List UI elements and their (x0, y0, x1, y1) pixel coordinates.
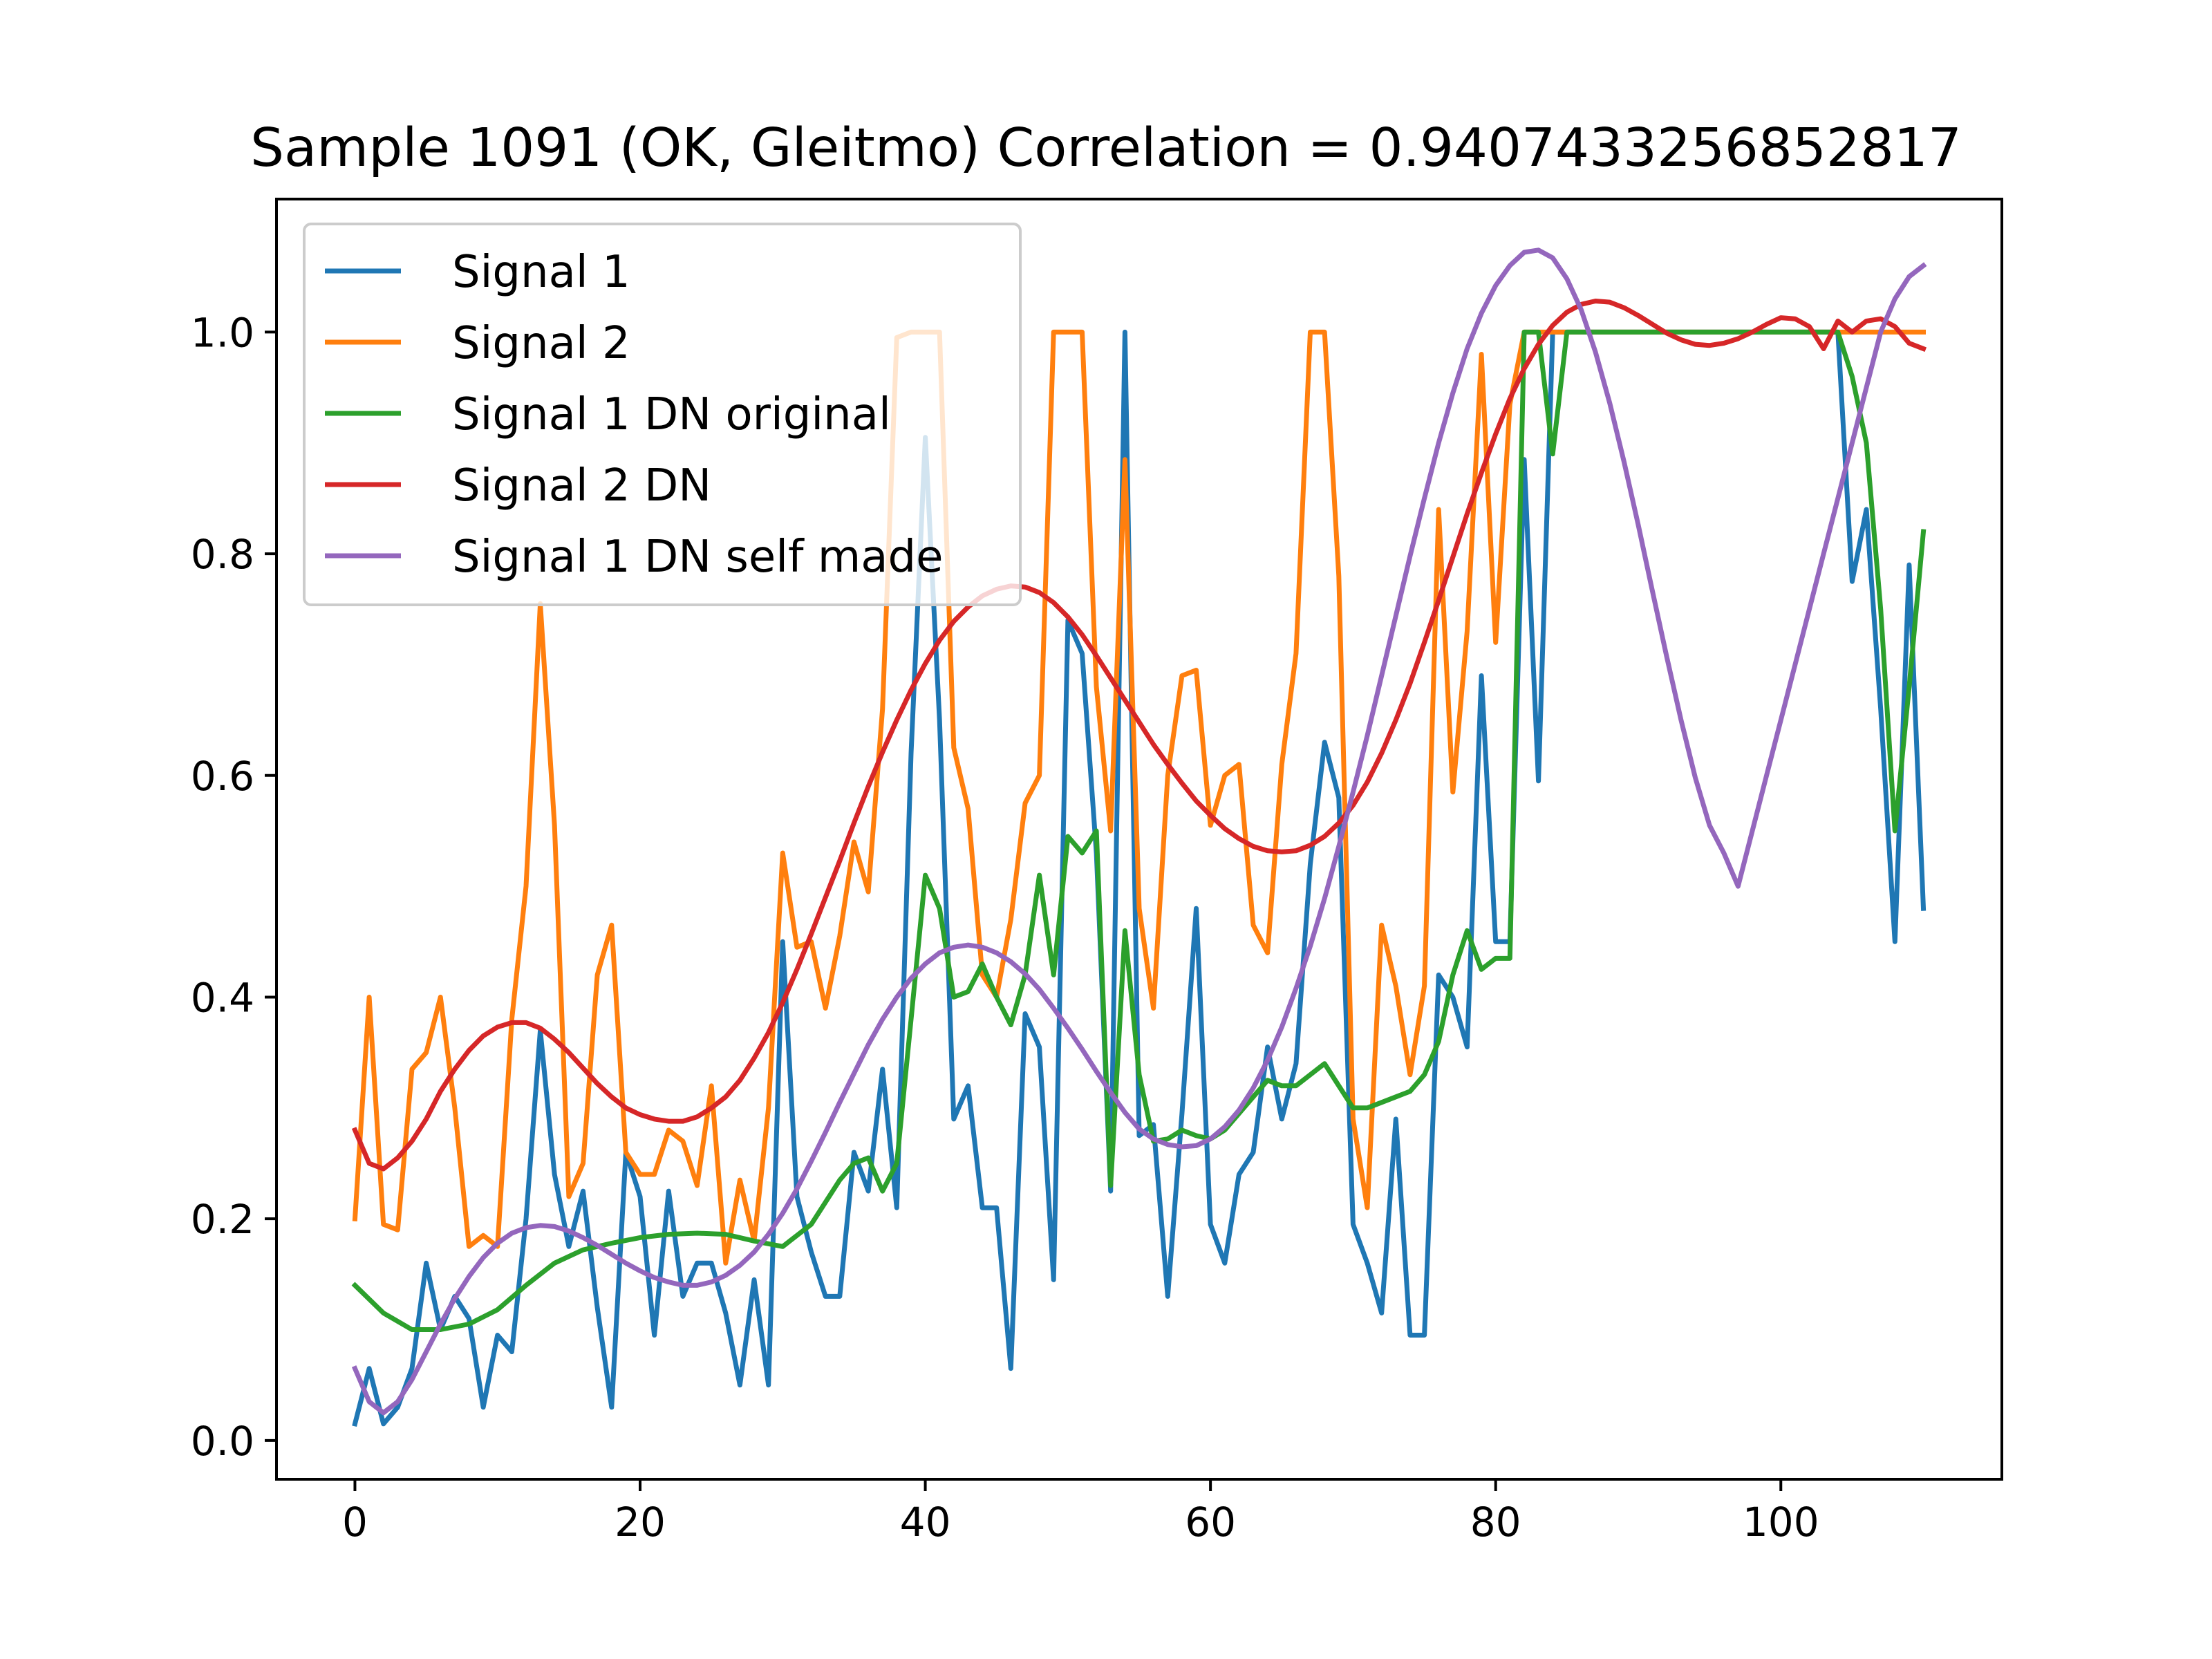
y-tick-label: 0.2 (191, 1196, 254, 1243)
x-tick-label: 40 (900, 1499, 951, 1546)
series-line-5 (351, 247, 1927, 1416)
legend-label: Signal 1 DN original (452, 389, 891, 440)
x-tick-label: 20 (615, 1499, 666, 1546)
series-line-4 (351, 299, 1927, 1172)
legend-label: Signal 1 DN self made (452, 532, 943, 583)
plot-area (275, 198, 2003, 1481)
y-tick-label: 0.8 (191, 531, 254, 578)
y-tick-label: 1.0 (191, 309, 254, 356)
legend-label: Signal 1 (452, 247, 630, 298)
x-tick-label: 60 (1185, 1499, 1236, 1546)
series-line-3 (351, 329, 1927, 1332)
y-tick-label: 0.6 (191, 753, 254, 800)
x-axis: 0 20 40 60 80 100 (342, 1479, 1819, 1546)
axes-frame (275, 198, 2003, 1481)
legend-frame (303, 223, 1022, 606)
y-axis: 0.0 0.2 0.4 0.6 0.8 1.0 (191, 309, 276, 1465)
chart-title: Sample 1091 (OK, Gleitmo) Correlation = … (250, 118, 1962, 179)
x-tick-label: 100 (1743, 1499, 1819, 1546)
legend-label: Signal 2 (452, 318, 630, 369)
y-tick-label: 0.0 (191, 1418, 254, 1465)
y-tick-label: 0.4 (191, 974, 254, 1021)
x-tick-label: 0 (342, 1499, 368, 1546)
legend: Signal 1 Signal 2 Signal 1 DN original Sign… (303, 223, 1022, 606)
series-layer (351, 247, 1927, 1427)
legend-label: Signal 2 DN (452, 460, 711, 512)
x-tick-label: 80 (1470, 1499, 1521, 1546)
